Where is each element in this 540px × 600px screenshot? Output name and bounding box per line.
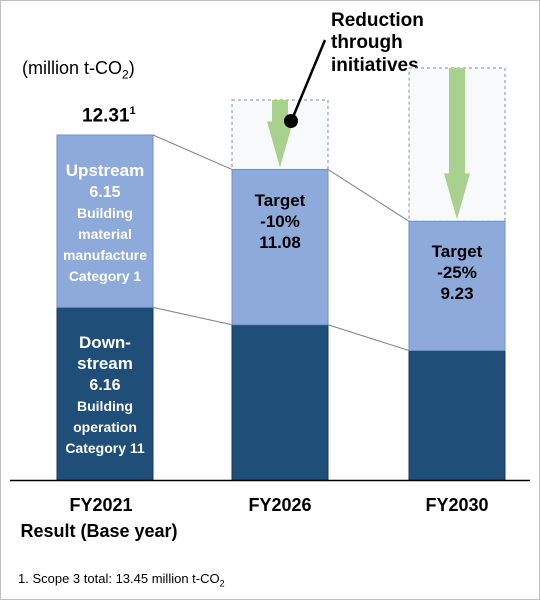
label-target-fy2030-line-0: Target — [432, 242, 483, 261]
label-target-fy2030-line-2: 9.23 — [440, 284, 473, 303]
bar-fy2021-downstream — [56, 306, 154, 481]
label-upstream-line-4: manufacture — [63, 247, 147, 263]
category-label-fy2021: FY2021 — [69, 495, 132, 515]
label-downstream-line-0: Down- — [79, 333, 131, 352]
bar-fy2021-upstream — [56, 134, 154, 308]
footnote: 1. Scope 3 total: 13.45 million t-CO2 — [18, 571, 225, 589]
label-upstream-line-2: Building — [77, 205, 133, 221]
label-downstream-line-3: Building — [77, 398, 133, 414]
label-downstream-line-2: 6.16 — [89, 377, 120, 394]
bar-fy2030-downstream — [408, 350, 506, 481]
category-sublabel-fy2021: Result (Base year) — [20, 521, 177, 541]
reduction-label: Reduction through initiatives — [331, 10, 424, 76]
label-downstream-line-4: operation — [73, 419, 137, 435]
category-label-fy2030: FY2030 — [425, 495, 488, 515]
bar-fy2026-downstream — [231, 324, 329, 481]
label-upstream-line-0: Upstream — [66, 161, 144, 180]
arrow-fy2030 — [444, 68, 470, 220]
connector-line-2 — [152, 306, 233, 326]
label-target-fy2026-line-1: -10% — [260, 212, 300, 231]
unit-label: (million t-CO2) — [22, 58, 135, 82]
base-total-label: 12.311 — [82, 105, 136, 127]
category-label-fy2026: FY2026 — [248, 495, 311, 515]
label-target-fy2030-line-1: -25% — [437, 263, 477, 282]
connector-line-3 — [327, 324, 410, 351]
bar-fy2026-upstream — [231, 168, 329, 326]
label-upstream-line-1: 6.15 — [89, 184, 120, 201]
label-upstream-line-5: Category 1 — [69, 268, 142, 284]
bar-fy2030-upstream — [408, 220, 506, 352]
label-upstream-line-3: material — [78, 226, 132, 242]
label-downstream-line-5: Category 11 — [65, 440, 145, 456]
connector-line-1 — [327, 169, 410, 222]
reduction-pointer-line — [291, 39, 327, 118]
reduction-pointer-dot — [284, 114, 298, 128]
label-target-fy2026-line-2: 11.08 — [259, 233, 301, 252]
label-target-fy2026-line-0: Target — [255, 191, 306, 210]
connector-line-0 — [152, 134, 233, 170]
label-downstream-line-1: stream — [77, 354, 133, 373]
